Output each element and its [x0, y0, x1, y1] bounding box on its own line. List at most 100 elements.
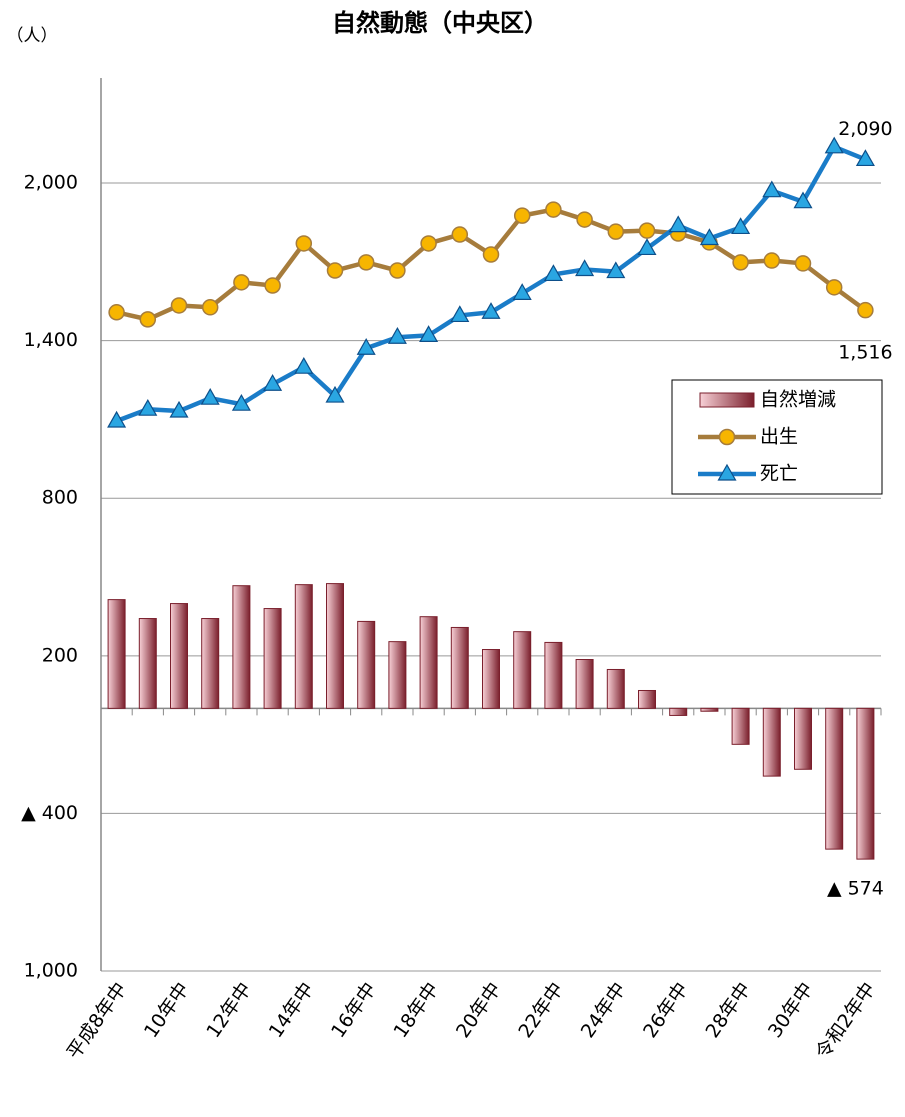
chart-title: 自然動態（中央区） — [332, 9, 548, 37]
bar — [107, 599, 126, 709]
bar — [232, 585, 251, 709]
data-label: 1,516 — [838, 342, 892, 364]
bar — [544, 641, 563, 709]
marker — [513, 207, 531, 224]
marker — [763, 252, 781, 269]
marker — [231, 393, 251, 411]
marker — [857, 301, 874, 319]
marker — [482, 246, 500, 263]
legend-label: 出生 — [760, 426, 798, 448]
x-tick-label: 12年中 — [202, 978, 256, 1042]
bar — [450, 626, 469, 709]
marker — [545, 201, 562, 218]
x-tick-label: 18年中 — [390, 978, 444, 1042]
marker — [606, 261, 626, 279]
x-tick-label: 14年中 — [265, 978, 319, 1042]
marker — [793, 191, 813, 209]
marker — [325, 385, 345, 403]
bar — [669, 707, 688, 716]
x-tick-label: 10年中 — [140, 978, 194, 1042]
marker — [575, 259, 595, 277]
marker — [607, 223, 625, 240]
marker — [389, 262, 406, 279]
marker — [699, 228, 719, 246]
y-axis-label: （人） — [7, 26, 58, 46]
x-tick-label: 平成8年中 — [63, 978, 132, 1063]
marker — [481, 302, 501, 319]
marker — [637, 238, 657, 256]
bar — [606, 668, 625, 709]
marker — [825, 279, 843, 296]
marker — [139, 311, 157, 328]
bar — [138, 618, 157, 709]
bar — [388, 641, 407, 709]
legend-label: 自然増減 — [760, 389, 836, 411]
x-tick-label: 22年中 — [514, 978, 568, 1042]
marker — [576, 211, 593, 228]
y-tick-label: 200 — [42, 644, 78, 666]
marker — [263, 374, 283, 391]
marker — [138, 398, 158, 416]
bar — [201, 618, 220, 709]
marker — [233, 274, 250, 291]
data-label: 2,090 — [838, 118, 892, 140]
marker — [107, 410, 127, 428]
marker — [169, 400, 189, 418]
y-tick-label: 1,000 — [24, 960, 78, 982]
marker — [450, 305, 470, 323]
data-label: ▲ 574 — [827, 878, 884, 900]
bar — [263, 608, 282, 709]
marker — [419, 325, 439, 342]
marker — [387, 327, 407, 344]
x-tick-label: 20年中 — [452, 978, 506, 1042]
marker — [794, 255, 812, 272]
marker — [451, 226, 469, 243]
bar — [762, 707, 781, 777]
marker — [543, 264, 563, 282]
x-tick-label: 28年中 — [702, 978, 756, 1042]
marker — [201, 299, 219, 316]
marker — [294, 356, 314, 374]
marker — [512, 283, 532, 300]
x-tick-label: 30年中 — [764, 978, 818, 1042]
marker — [420, 235, 437, 252]
y-tick-label: 800 — [42, 487, 78, 509]
y-tick-label: ▲ 400 — [21, 802, 78, 824]
y-tick-label: 2,000 — [24, 172, 78, 194]
y-tick-label: 1,400 — [24, 329, 78, 351]
bar — [700, 707, 719, 712]
marker — [732, 254, 749, 271]
marker — [326, 262, 344, 279]
x-tick-label: 令和2年中 — [811, 978, 880, 1063]
marker — [264, 277, 281, 294]
marker — [108, 304, 125, 321]
marker — [731, 217, 751, 235]
x-tick-label: 16年中 — [327, 978, 381, 1042]
marker — [357, 254, 375, 271]
marker — [762, 180, 782, 198]
marker — [170, 297, 188, 314]
marker — [855, 149, 875, 167]
marker — [356, 338, 376, 355]
legend-label: 死亡 — [760, 463, 798, 485]
bar — [638, 689, 656, 709]
bar — [731, 707, 750, 745]
bar — [513, 631, 532, 709]
bar — [294, 584, 313, 709]
bar — [357, 620, 376, 709]
marker — [200, 387, 220, 405]
bar — [575, 659, 594, 709]
bar — [856, 707, 875, 860]
bar — [482, 649, 500, 709]
bar — [326, 583, 344, 709]
bar — [170, 603, 188, 709]
legend-marker — [718, 428, 736, 446]
legend-marker — [717, 463, 737, 481]
x-tick-label: 24年中 — [577, 978, 631, 1042]
x-tick-label: 26年中 — [639, 978, 693, 1042]
bar — [794, 707, 812, 770]
bar — [419, 616, 438, 709]
bar — [825, 707, 844, 850]
